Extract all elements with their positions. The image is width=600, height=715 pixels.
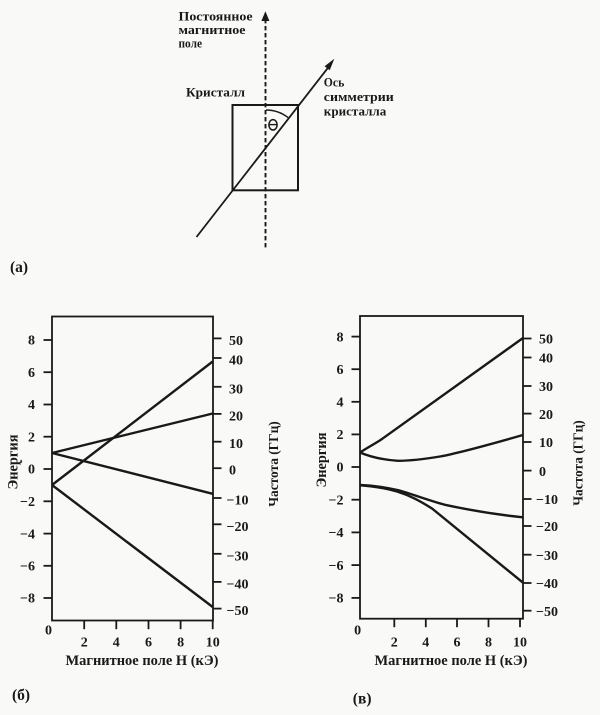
svg-text:6: 6 (145, 636, 152, 651)
svg-text:−50: −50 (536, 605, 558, 620)
svg-text:Магнитное поле Н (кЭ): Магнитное поле Н (кЭ) (66, 653, 219, 669)
svg-text:6: 6 (337, 363, 344, 378)
svg-text:−2: −2 (329, 493, 344, 508)
svg-text:Энергия: Энергия (314, 432, 330, 487)
svg-text:20: 20 (539, 408, 553, 423)
svg-text:(в): (в) (353, 691, 372, 708)
svg-text:4: 4 (113, 636, 120, 651)
svg-text:−20: −20 (536, 520, 558, 535)
svg-text:0: 0 (539, 465, 546, 480)
svg-text:симметрии: симметрии (324, 89, 395, 104)
svg-text:10: 10 (206, 636, 220, 651)
svg-text:0: 0 (229, 464, 236, 479)
svg-text:0: 0 (337, 461, 344, 476)
svg-text:2: 2 (337, 428, 344, 443)
svg-text:Кристалл: Кристалл (186, 85, 245, 100)
svg-text:0: 0 (28, 463, 35, 478)
svg-text:−8: −8 (329, 592, 344, 607)
svg-text:2: 2 (391, 636, 398, 651)
svg-text:−40: −40 (536, 577, 558, 592)
svg-text:Частота (ГГц): Частота (ГГц) (572, 420, 587, 506)
svg-text:−2: −2 (20, 495, 35, 510)
svg-text:−20: −20 (227, 520, 249, 535)
svg-text:40: 40 (539, 352, 553, 367)
svg-text:10: 10 (539, 436, 553, 451)
svg-text:(а): (а) (10, 259, 28, 276)
svg-text:−10: −10 (227, 494, 249, 509)
svg-text:поле: поле (179, 36, 203, 51)
svg-text:50: 50 (229, 334, 243, 349)
svg-text:Ось: Ось (324, 75, 345, 90)
svg-text:8: 8 (337, 330, 344, 345)
svg-text:Энергия: Энергия (6, 434, 22, 489)
svg-text:6: 6 (454, 636, 461, 651)
svg-text:30: 30 (229, 382, 243, 397)
svg-text:−30: −30 (536, 549, 558, 564)
svg-text:6: 6 (28, 366, 35, 381)
svg-text:8: 8 (177, 636, 184, 651)
svg-text:Магнитное поле Н (кЭ): Магнитное поле Н (кЭ) (375, 653, 528, 669)
svg-text:Частота (ГГц): Частота (ГГц) (267, 421, 282, 507)
svg-text:кристалла: кристалла (324, 103, 387, 118)
svg-text:−30: −30 (227, 549, 249, 564)
svg-text:Постоянное: Постоянное (179, 8, 253, 23)
svg-text:−50: −50 (227, 604, 249, 619)
svg-text:20: 20 (229, 409, 243, 424)
svg-text:40: 40 (229, 354, 243, 369)
svg-text:−40: −40 (227, 577, 249, 592)
svg-text:магнитное: магнитное (179, 22, 246, 37)
svg-text:−6: −6 (20, 560, 35, 575)
svg-text:0: 0 (354, 624, 361, 639)
svg-text:10: 10 (229, 437, 243, 452)
svg-text:50: 50 (539, 333, 553, 348)
svg-text:2: 2 (28, 430, 35, 445)
svg-text:8: 8 (485, 636, 492, 651)
svg-text:4: 4 (422, 636, 429, 651)
svg-text:2: 2 (81, 636, 88, 651)
svg-text:−4: −4 (20, 527, 35, 542)
svg-text:4: 4 (28, 398, 35, 413)
svg-text:10: 10 (513, 636, 527, 651)
svg-text:30: 30 (539, 380, 553, 395)
svg-text:−4: −4 (329, 526, 344, 541)
svg-text:(б): (б) (12, 687, 30, 704)
svg-text:−8: −8 (20, 592, 35, 607)
svg-text:4: 4 (337, 396, 344, 411)
svg-text:8: 8 (28, 334, 35, 349)
svg-text:0: 0 (45, 624, 52, 639)
svg-text:−10: −10 (536, 493, 558, 508)
svg-text:−6: −6 (329, 559, 344, 574)
